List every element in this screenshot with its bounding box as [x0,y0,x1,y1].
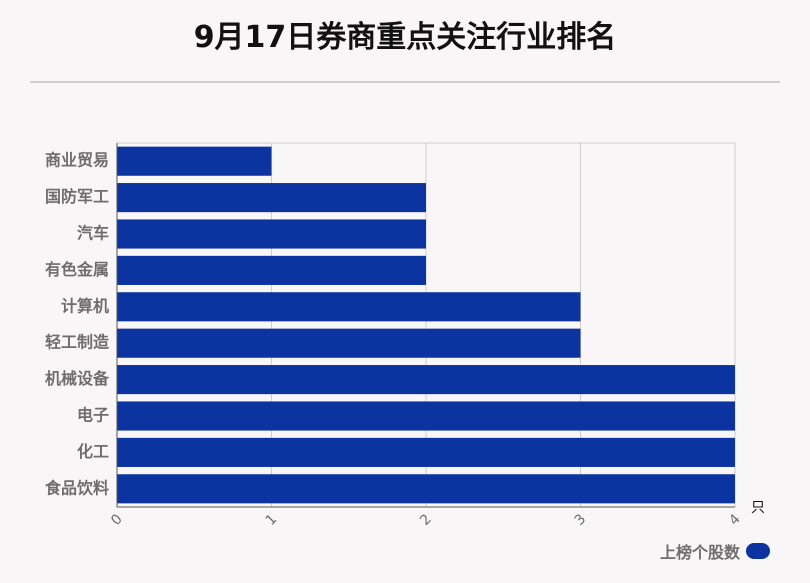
bar-0 [117,146,272,176]
bar-4 [117,292,581,322]
category-label-5: 轻工制造 [45,333,110,352]
category-label-1: 国防军工 [45,187,109,206]
x-tick-label-1: 1 [263,511,281,529]
chart-title: 9月17日券商重点关注行业排名 [193,20,617,55]
bar-6 [117,365,735,395]
legend[interactable]: 上榜个股数 [660,540,770,562]
x-unit-label: 只 [751,500,765,516]
bar-2 [117,219,426,249]
bar-5 [117,328,581,358]
category-label-8: 化工 [77,442,109,461]
bar-9 [117,474,735,504]
x-tick-label-4: 4 [726,511,744,529]
title-divider [30,81,780,83]
bar-3 [117,255,426,285]
category-label-7: 电子 [77,406,109,425]
category-label-6: 机械设备 [45,369,110,388]
x-tick-label-3: 3 [572,511,590,529]
legend-label: 上榜个股数 [659,543,740,562]
category-label-0: 商业贸易 [45,151,109,170]
category-label-4: 计算机 [61,296,109,315]
bar-8 [117,437,735,467]
x-tick-label-2: 2 [417,511,435,529]
category-label-9: 食品饮料 [44,478,109,497]
x-tick-label-0: 0 [108,511,126,529]
bar-1 [117,183,426,213]
legend-swatch [746,543,770,559]
category-label-2: 汽车 [77,224,109,243]
category-label-3: 有色金属 [45,260,109,279]
bar-7 [117,401,735,431]
